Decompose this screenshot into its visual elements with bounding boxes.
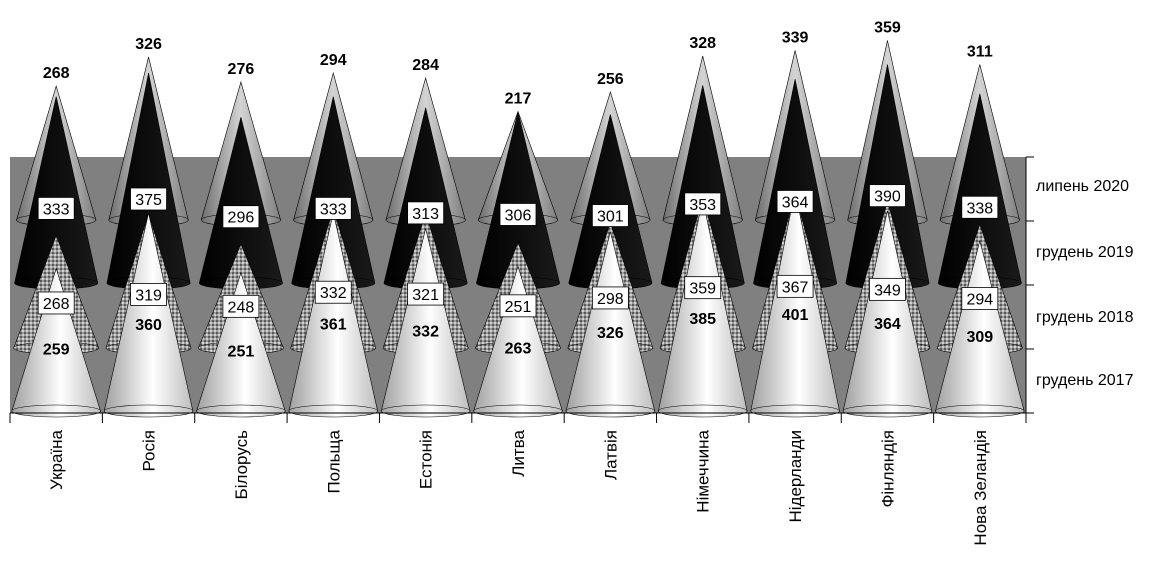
value-label: 326 <box>597 325 624 342</box>
value-label-box <box>37 197 75 220</box>
value-label: 339 <box>782 30 809 47</box>
value-label: 349 <box>874 282 901 299</box>
series-label-group: грудень 2017 грудень 2018 грудень 2019 липе… <box>1026 156 1134 414</box>
value-label-box <box>130 187 167 211</box>
cone-group <box>11 40 1025 418</box>
series-label: грудень 2018 <box>1036 309 1134 326</box>
value-label: 263 <box>505 340 532 357</box>
value-label: 309 <box>966 329 993 346</box>
value-label-box <box>499 203 537 226</box>
value-label-box <box>314 197 352 220</box>
value-label: 333 <box>320 201 347 218</box>
value-label-box <box>407 282 445 306</box>
category-label: Естонія <box>417 430 436 489</box>
value-label: 306 <box>505 207 532 224</box>
cone-base <box>565 404 655 418</box>
value-label: 313 <box>412 206 439 223</box>
value-label-box <box>869 184 906 208</box>
value-label: 294 <box>320 52 347 69</box>
value-label: 268 <box>43 65 70 82</box>
value-label: 326 <box>135 36 162 53</box>
series-label: грудень 2019 <box>1036 244 1134 261</box>
category-label: Білорусь <box>232 430 251 500</box>
value-label: 333 <box>43 201 70 218</box>
value-label: 251 <box>505 299 532 316</box>
value-label: 360 <box>135 317 162 334</box>
value-label: 321 <box>412 287 439 304</box>
value-label: 367 <box>782 279 809 296</box>
category-label: Польща <box>324 429 343 493</box>
category-label: Фінляндія <box>878 430 897 508</box>
value-label-box <box>407 201 445 225</box>
value-label-box <box>961 287 999 311</box>
value-label: 294 <box>966 292 993 309</box>
series-label: липень 2020 <box>1036 178 1129 195</box>
value-label: 385 <box>689 311 716 328</box>
value-label: 338 <box>966 200 993 217</box>
value-label-box <box>684 276 722 300</box>
cone-base <box>750 404 840 418</box>
value-label: 311 <box>967 44 993 61</box>
value-label-box <box>591 286 629 310</box>
value-label: 259 <box>43 341 70 358</box>
value-label-box <box>314 280 352 304</box>
value-label: 401 <box>782 307 809 324</box>
category-label: Латвія <box>601 430 620 480</box>
value-label: 296 <box>228 210 255 227</box>
category-label: Нова Зеландія <box>971 430 990 546</box>
value-label: 268 <box>43 296 70 313</box>
cone-base <box>935 404 1025 418</box>
value-label: 332 <box>320 285 347 302</box>
value-label: 364 <box>874 316 901 333</box>
value-label: 251 <box>228 343 255 360</box>
value-label: 328 <box>689 35 716 52</box>
value-label: 364 <box>782 194 809 211</box>
category-tick-group: Україна Росія Білорусь Польща Естонія Литва Ла… <box>9 413 1027 546</box>
value-label: 256 <box>597 71 624 88</box>
value-label: 248 <box>228 299 255 316</box>
value-label: 359 <box>874 20 901 37</box>
value-label: 361 <box>320 317 347 334</box>
cone-base <box>11 404 101 418</box>
category-label: Нідерланди <box>786 430 805 522</box>
category-label: Литва <box>509 429 528 476</box>
value-label-box <box>37 291 75 315</box>
value-label-box <box>776 190 814 213</box>
cone-base <box>103 404 194 418</box>
category-label: Росія <box>140 430 159 472</box>
category-label: Німеччина <box>694 429 713 512</box>
cone-base <box>473 404 563 418</box>
value-label: 319 <box>135 287 162 304</box>
value-label: 390 <box>874 189 901 206</box>
value-label-box <box>499 294 537 318</box>
value-label: 375 <box>135 192 162 209</box>
category-label: Україна <box>47 429 66 489</box>
value-label: 301 <box>597 209 624 226</box>
cone-base <box>658 404 748 418</box>
value-label: 353 <box>689 197 716 214</box>
value-label-box <box>869 277 906 301</box>
value-label: 332 <box>412 324 439 341</box>
cone-base <box>381 404 471 418</box>
value-label-group: 259 360 251 361 332 263 326 385 401 364 309 268 319 2… <box>37 20 999 360</box>
value-label-box <box>776 274 814 298</box>
value-label-box <box>222 205 260 229</box>
value-label: 359 <box>689 281 716 298</box>
value-label-box <box>591 204 629 227</box>
cone-base <box>196 404 286 418</box>
value-label-box <box>222 294 260 318</box>
value-label: 284 <box>412 57 439 74</box>
value-label-box <box>684 192 722 216</box>
series-label: грудень 2017 <box>1036 372 1134 389</box>
value-label-box <box>961 195 999 219</box>
value-label: 276 <box>228 61 255 78</box>
value-label: 298 <box>597 291 624 308</box>
cone-base <box>842 404 933 418</box>
value-label-box <box>130 283 167 306</box>
value-label: 217 <box>505 91 532 108</box>
cone-base <box>288 404 378 418</box>
